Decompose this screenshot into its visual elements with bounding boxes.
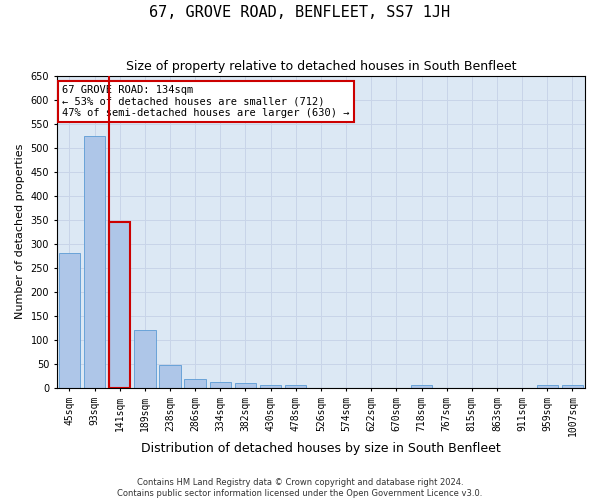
Bar bbox=[285, 386, 307, 388]
Bar bbox=[184, 379, 206, 388]
Y-axis label: Number of detached properties: Number of detached properties bbox=[15, 144, 25, 320]
Text: 67 GROVE ROAD: 134sqm
← 53% of detached houses are smaller (712)
47% of semi-det: 67 GROVE ROAD: 134sqm ← 53% of detached … bbox=[62, 85, 350, 118]
Bar bbox=[84, 136, 105, 388]
Bar bbox=[160, 364, 181, 388]
Text: Contains HM Land Registry data © Crown copyright and database right 2024.
Contai: Contains HM Land Registry data © Crown c… bbox=[118, 478, 482, 498]
X-axis label: Distribution of detached houses by size in South Benfleet: Distribution of detached houses by size … bbox=[141, 442, 501, 455]
Bar bbox=[562, 386, 583, 388]
Text: 67, GROVE ROAD, BENFLEET, SS7 1JH: 67, GROVE ROAD, BENFLEET, SS7 1JH bbox=[149, 5, 451, 20]
Bar bbox=[109, 222, 130, 388]
Bar bbox=[411, 386, 432, 388]
Bar bbox=[134, 330, 155, 388]
Bar bbox=[260, 385, 281, 388]
Bar bbox=[235, 383, 256, 388]
Bar bbox=[536, 386, 558, 388]
Bar bbox=[109, 222, 130, 388]
Bar bbox=[59, 253, 80, 388]
Title: Size of property relative to detached houses in South Benfleet: Size of property relative to detached ho… bbox=[125, 60, 516, 73]
Bar bbox=[209, 382, 231, 388]
